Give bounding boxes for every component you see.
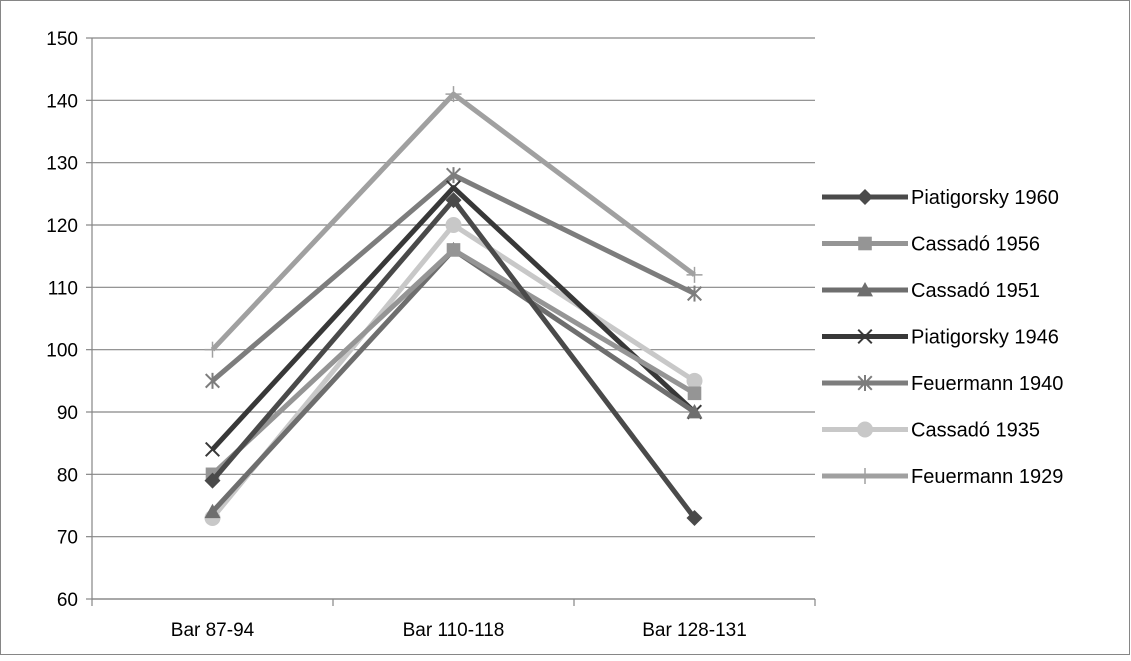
series-lines [204,86,703,526]
y-tick-label: 140 [46,91,78,112]
legend-label: Feuermann 1929 [911,466,1063,488]
y-tick-label: 70 [57,528,78,549]
legend-label: Feuermann 1940 [911,373,1063,395]
legend-entry: Cassadó 1935 [822,420,1040,442]
y-tick-label: 60 [57,590,78,611]
x-tick-label: Bar 128-131 [642,620,747,641]
legend-entry: Feuermann 1940 [822,373,1063,395]
star-marker [686,285,703,302]
star-marker [857,375,873,391]
legend-label: Cassadó 1935 [911,420,1040,442]
plus-marker [204,341,221,358]
legend-label: Cassadó 1951 [911,280,1040,302]
square-marker [446,243,461,257]
legend-entry: Piatigorsky 1946 [822,327,1059,349]
legend-label: Piatigorsky 1960 [911,187,1059,209]
y-tick-label: 120 [46,216,78,237]
y-tick-label: 150 [46,29,78,50]
circle-marker [857,421,873,438]
legend-entry: Feuermann 1929 [822,466,1063,488]
legend: Piatigorsky 1960 Cassadó 1956 Cassadó 1951… [822,187,1063,488]
star-marker [445,167,462,184]
legend-label: Cassadó 1956 [911,234,1040,256]
x-marker-stroke [857,328,873,345]
diamond-marker [857,189,873,205]
diamond-marker [204,472,221,489]
legend-entry: Cassadó 1956 [822,234,1040,256]
square-marker [858,236,872,251]
circle-marker [445,217,462,233]
axes [86,37,816,606]
y-tick-label: 90 [57,403,78,424]
y-tick-label: 100 [46,341,78,362]
triangle-marker [857,282,873,297]
circle-marker [686,372,703,389]
diamond-marker [686,509,703,526]
series-feuermann-1940 [204,167,703,389]
triangle-marker [204,503,221,519]
x-tick-label: Bar 87-94 [171,620,255,641]
x-axis-tick-labels: Bar 87-94 Bar 110-118 Bar 128-131 [171,620,747,641]
x-marker-stroke [445,180,462,196]
y-tick-label: 110 [48,278,78,299]
legend-label: Piatigorsky 1946 [911,327,1059,349]
y-tick-label: 130 [46,154,78,175]
square-marker [687,386,702,401]
y-tick-label: 80 [57,465,78,486]
x-marker [204,441,221,457]
plus-marker [857,468,873,484]
star-marker [204,372,221,389]
x-marker [445,180,462,196]
plus-marker [445,86,462,103]
series-piatigorsky-1960 [204,192,703,526]
triangle-marker [686,404,703,419]
plus-marker [686,266,703,283]
x-tick-label: Bar 110-118 [403,620,505,641]
diamond-marker [445,192,462,209]
y-axis-tick-labels: 60 70 80 90 100 110 120 130 140 150 [46,29,78,611]
series-feuermann-1929 [204,86,703,358]
x-marker [857,328,873,345]
x-marker-stroke [204,441,221,457]
legend-entry: Cassadó 1951 [822,280,1040,302]
legend-entry: Piatigorsky 1960 [822,187,1059,209]
